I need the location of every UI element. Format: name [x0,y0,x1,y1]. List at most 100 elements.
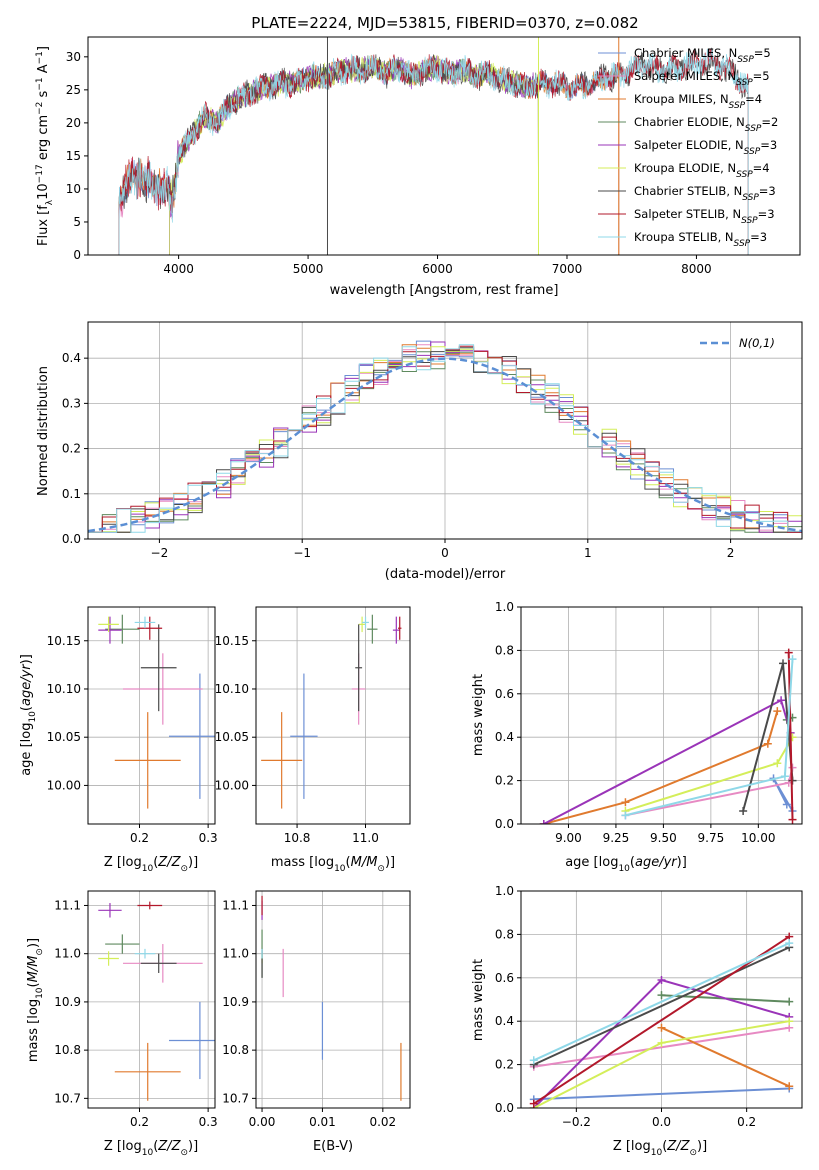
weight-line [661,1026,790,1088]
x-tick-label: 0.01 [309,1115,336,1129]
spectrum-line-salpeter-elodie [169,55,539,255]
weight-series-kroupa-miles [539,707,782,824]
weight-line [533,946,790,1066]
weight-series-kroupa-elodie [621,733,797,815]
legend-label: Salpeter ELODIE, NSSP=3 [634,138,777,157]
weight-marker [780,772,789,781]
errorbar-chabrier-stelib [140,953,177,973]
y-tick-label: 0.8 [495,927,514,941]
age_vs_mass-ticks: 10.8 11.0 10.00 10.05 10.10 10.15 [215,634,379,845]
errorbar-chabrier-miles [169,673,215,799]
x-tick-label: 0.2 [130,831,149,845]
y-tick-label: 10.9 [222,995,249,1009]
y-tick-label: 10.10 [215,682,249,696]
errorbar-kroupa-stelib [134,948,156,959]
y-axis-label: Flux [fλ10−17 erg cm−2 s−1 A−1] [35,46,55,246]
weight-marker [739,806,748,815]
spectrum-line-chabrier-elodie [169,55,539,255]
y-tick-label: 11.0 [54,947,81,961]
weight-marker [785,1082,794,1091]
errorbar-kroupa-elodie [358,616,366,633]
x-tick-label: 9.25 [603,831,630,845]
x-tick-label: 9.75 [698,831,725,845]
errorbar-kroupa-stelib [362,616,369,629]
y-tick-label: 0.6 [495,971,514,985]
spectrum-line-kroupa-elodie [169,54,539,255]
errorbar-chabrier-miles [169,1001,215,1080]
y-tick-label: 10.05 [47,730,81,744]
weight-marker [529,1056,538,1065]
age_vs_Z-chart: 0.2 0.3 10.00 10.05 10.10 10.15 Z [log10(Z/Z⊙)… [19,606,218,874]
x-axis-label: Z [log10(Z/Z⊙)] [104,855,198,874]
weight-marker [785,1017,794,1026]
errorbar-salpeter-elodie [98,616,122,644]
y-tick-label: 0.4 [495,730,514,744]
errorbar-chabrier-miles [290,673,318,799]
y-tick-label: 0.4 [62,351,81,365]
weight-line [533,1087,790,1101]
normal-curve [88,357,802,533]
y-axis-label: mass [log10(M/M⊙)] [26,938,45,1062]
weight_vs_Z-frame [520,890,803,1109]
weight-marker [785,997,794,1006]
x-tick-label: 11.0 [352,831,379,845]
weight_vs_Z-ticks: −0.2 0.0 0.2 0.0 0.2 0.4 0.6 0.8 1.0 [495,884,756,1129]
residuals-frame [87,321,803,540]
y-tick-label: 10 [66,182,81,196]
weight-marker [773,707,782,716]
weight-marker [529,1099,538,1108]
mass_vs_ebv-plot-area [261,895,402,1101]
weight-line [533,935,790,1105]
x-tick-label: 0.2 [737,1115,756,1129]
x-tick-label: 0.2 [130,1115,149,1129]
weight-series-salpeter-stelib [529,932,794,1108]
spectrum-plot-area [118,37,749,255]
age_vs_Z-plot-area [98,614,215,809]
weight_vs_Z-plot-area [529,932,794,1108]
mass_vs_Z-frame [87,890,216,1109]
x-tick-label: 0 [441,546,449,560]
residuals-plot-area [88,340,802,533]
age_vs_mass-frame [255,606,411,825]
x-tick-label: 0.0 [652,1115,671,1129]
errorbar-kroupa-stelib [134,616,156,629]
x-axis-label: E(B-V) [313,1139,353,1154]
x-tick-label: 0.3 [199,1115,218,1129]
weight-marker [784,648,793,657]
y-tick-label: 10.9 [54,995,81,1009]
y-tick-label: 0.8 [495,643,514,657]
residuals-chart: −2 −1 0 1 2 0.0 0.1 0.2 0.3 0.4 N(0,1) (data-model)… [36,321,803,582]
x-tick-label: 9.50 [650,831,677,845]
x-axis-label: wavelength [Angstrom, rest frame] [330,283,559,298]
mass_vs_Z-grid [88,891,215,1108]
legend-label: Kroupa MILES, NSSP=4 [634,92,762,111]
x-tick-label: −2 [151,546,169,560]
x-axis-label: Z [log10(Z/Z⊙)] [613,1139,707,1158]
legend-label: Salpeter STELIB, NSSP=3 [634,207,775,226]
legend-label: Salpeter MILES, NSSP=5 [634,69,770,88]
errorbar-salpeter-miles [123,653,203,725]
x-tick-label: 0.00 [249,1115,276,1129]
x-axis-label: age [log10(age/yr)] [565,855,687,874]
legend-label: Kroupa ELODIE, NSSP=4 [634,161,770,180]
weight-line [533,942,790,1062]
mass_vs_Z-plot-area [98,901,215,1101]
x-tick-label: 9.00 [555,831,582,845]
x-axis-label: mass [log10(M/M⊙)] [271,855,395,874]
weight-series-kroupa-miles [657,1023,794,1091]
weight-line [787,652,794,820]
weight-marker [763,739,772,748]
weight_vs_age-plot-area [539,648,797,824]
spectrum-frame [87,36,801,256]
x-tick-label: 4000 [163,262,194,276]
y-tick-label: 10.15 [215,634,249,648]
legend-label: Kroupa STELIB, NSSP=3 [634,230,767,249]
legend-label: Chabrier MILES, NSSP=5 [634,46,771,65]
spectrum-ticks: 4000 5000 6000 7000 8000 0 5 10 15 20 25 30 [66,50,712,276]
mass_vs_Z-chart: 0.2 0.3 10.7 10.8 10.9 11.0 11.1 Z [log10(Z/Z⊙)… [26,890,218,1158]
y-tick-label: 11.1 [54,898,81,912]
y-tick-label: 25 [66,83,81,97]
x-tick-label: −1 [293,546,311,560]
